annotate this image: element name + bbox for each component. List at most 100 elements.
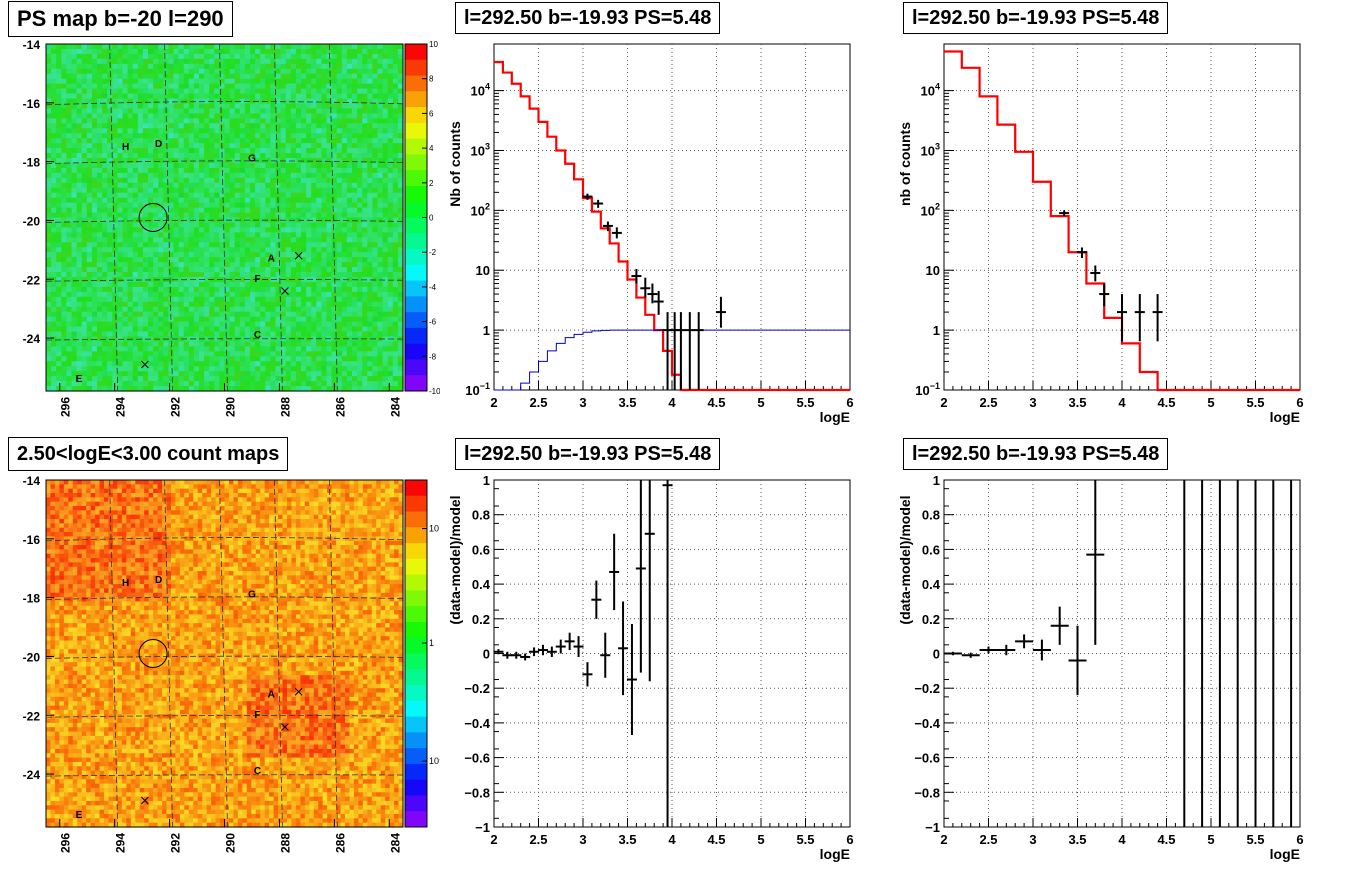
map-pixel — [194, 148, 200, 154]
map-pixel — [97, 79, 103, 85]
map-pixel — [46, 232, 52, 238]
map-pixel — [174, 312, 180, 318]
map-pixel — [306, 351, 312, 357]
map-pixel — [92, 287, 98, 293]
map-pixel — [291, 133, 297, 139]
map-pixel — [219, 113, 225, 119]
map-pixel — [189, 242, 195, 248]
map-pixel — [388, 332, 394, 338]
map-pixel — [260, 312, 266, 318]
map-pixel — [260, 267, 266, 273]
map-pixel — [133, 322, 139, 328]
map-pixel — [209, 138, 215, 144]
map-pixel — [291, 79, 297, 85]
map-pixel — [301, 188, 307, 194]
map-pixel — [281, 257, 287, 263]
map-pixel — [281, 64, 287, 70]
map-pixel — [296, 143, 302, 149]
map-pixel — [138, 381, 144, 387]
map-pixel — [230, 89, 236, 95]
map-pixel — [286, 262, 292, 268]
map-pixel — [347, 267, 353, 273]
map-pixel — [255, 351, 261, 357]
map-pixel — [357, 128, 363, 134]
map-pixel — [306, 332, 312, 338]
map-pixel — [240, 148, 246, 154]
map-pixel — [61, 113, 67, 119]
map-pixel — [255, 173, 261, 179]
map-pixel — [179, 173, 185, 179]
map-pixel — [214, 113, 220, 119]
map-pixel — [255, 381, 261, 387]
map-pixel — [209, 163, 215, 169]
map-pixel — [332, 282, 338, 288]
map-pixel — [327, 237, 333, 243]
map-pixel — [199, 381, 205, 387]
map-pixel — [214, 252, 220, 258]
map-pixel — [260, 282, 266, 288]
map-pixel — [102, 208, 108, 214]
map-pixel — [153, 376, 159, 382]
map-pixel — [46, 168, 52, 174]
map-pixel — [92, 118, 98, 124]
map-pixel — [378, 84, 384, 90]
map-pixel — [342, 302, 348, 308]
map-pixel — [168, 361, 174, 367]
map-pixel — [46, 262, 52, 268]
map-pixel — [388, 103, 394, 109]
map-pixel — [352, 123, 358, 129]
map-pixel — [174, 282, 180, 288]
map-pixel — [77, 163, 83, 169]
map-pixel — [388, 351, 394, 357]
map-pixel — [123, 99, 129, 105]
map-pixel — [168, 153, 174, 159]
map-pixel — [107, 371, 113, 377]
map-pixel — [255, 183, 261, 189]
map-pixel — [87, 94, 93, 100]
map-pixel — [174, 118, 180, 124]
map-pixel — [342, 381, 348, 387]
map-pixel — [174, 168, 180, 174]
map-pixel — [367, 257, 373, 263]
map-pixel — [61, 297, 67, 303]
map-pixel — [87, 361, 93, 367]
map-pixel — [56, 213, 62, 219]
map-pixel — [388, 193, 394, 199]
map-pixel — [230, 317, 236, 323]
map-pixel — [316, 222, 322, 228]
map-x-tick-label: 288 — [278, 397, 292, 417]
map-pixel — [194, 123, 200, 129]
map-pixel — [296, 49, 302, 55]
map-pixel — [316, 247, 322, 253]
map-pixel — [77, 54, 83, 60]
map-pixel — [194, 366, 200, 372]
map-pixel — [301, 227, 307, 233]
map-pixel — [276, 282, 282, 288]
map-pixel — [107, 366, 113, 372]
map-pixel — [260, 79, 266, 85]
map-pixel — [184, 213, 190, 219]
map-pixel — [174, 356, 180, 362]
map-pixel — [214, 128, 220, 134]
map-pixel — [56, 227, 62, 233]
map-pixel — [327, 213, 333, 219]
map-pixel — [56, 79, 62, 85]
map-pixel — [393, 287, 399, 293]
map-pixel — [301, 183, 307, 189]
map-pixel — [174, 322, 180, 328]
map-pixel — [61, 54, 67, 60]
map-pixel — [66, 133, 72, 139]
map-pixel — [189, 123, 195, 129]
map-pixel — [128, 213, 134, 219]
map-pixel — [240, 79, 246, 85]
map-pixel — [123, 123, 129, 129]
map-pixel — [240, 173, 246, 179]
map-pixel — [158, 247, 164, 253]
map-pixel — [352, 198, 358, 204]
map-pixel — [82, 317, 88, 323]
map-pixel — [128, 49, 134, 55]
map-pixel — [143, 322, 149, 328]
map-pixel — [174, 49, 180, 55]
map-pixel — [230, 168, 236, 174]
map-pixel — [250, 307, 256, 313]
